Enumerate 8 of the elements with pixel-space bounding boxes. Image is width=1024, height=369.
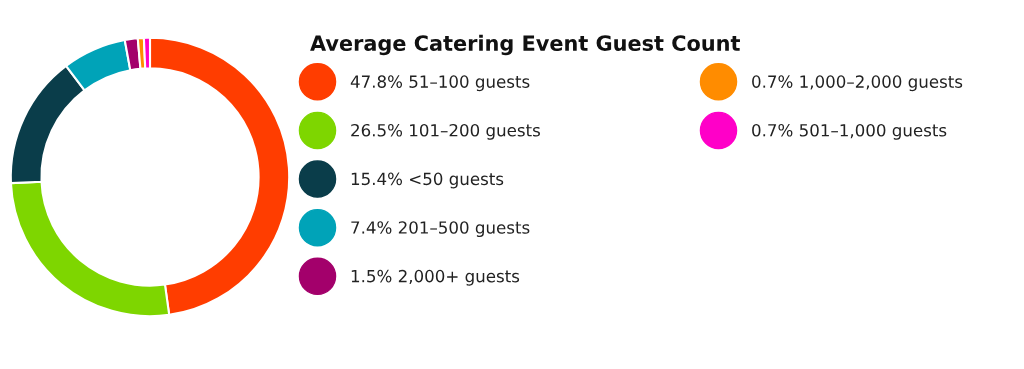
legend-label: 47.8% 51–100 guests xyxy=(350,75,530,92)
chart-title: Average Catering Event Guest Count xyxy=(310,34,740,56)
legend-label: 1.5% 2,000+ guests xyxy=(351,269,520,286)
legend-label: 15.4% <50 guests xyxy=(351,172,504,189)
legend-label: 7.4% 201–500 guests xyxy=(351,221,530,238)
legend-label: 0.7% 501–1,000 guests xyxy=(752,123,947,140)
legend-label: 26.5% 101–200 guests xyxy=(351,123,540,140)
legend-label: 0.7% 1,000–2,000 guests xyxy=(752,75,963,92)
